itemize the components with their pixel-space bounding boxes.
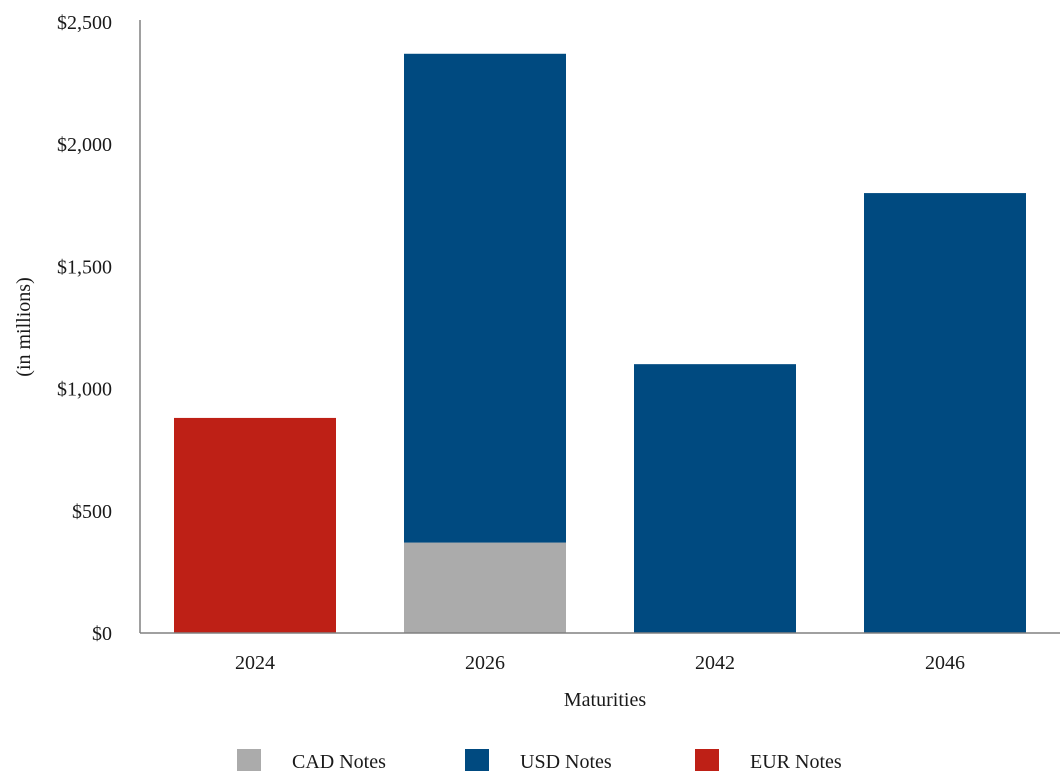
bar-eur-notes-2024 (174, 417, 336, 633)
legend-label-eur-notes: EUR Notes (750, 751, 842, 771)
y-tick-label: $500 (72, 501, 112, 523)
axes-layer (139, 20, 1060, 634)
y-tick-label: $2,000 (57, 134, 112, 156)
legend: CAD Notes USD Notes EUR Notes (237, 749, 842, 771)
y-tick-label: $1,500 (57, 256, 112, 278)
legend-label-usd-notes: USD Notes (520, 751, 612, 771)
bars-layer (174, 53, 1026, 633)
legend-swatch-cad-notes (237, 749, 261, 771)
x-axis-title: Maturities (564, 689, 646, 711)
x-tick-label: 2024 (235, 652, 275, 674)
x-tick-label: 2026 (465, 652, 505, 674)
legend-label-cad-notes: CAD Notes (292, 751, 386, 771)
x-tick-labels: 2024 2026 2042 2046 (235, 652, 965, 674)
x-tick-label: 2046 (925, 652, 965, 674)
legend-swatch-usd-notes (465, 749, 489, 771)
x-tick-label: 2042 (695, 652, 735, 674)
bar-usd-notes-2026 (404, 53, 566, 543)
y-tick-label: $2,500 (57, 12, 112, 34)
bar-cad-notes-2026 (404, 542, 566, 633)
legend-swatch-eur-notes (695, 749, 719, 771)
bar-usd-notes-2042 (634, 364, 796, 633)
bar-usd-notes-2046 (864, 193, 1026, 633)
y-tick-label: $0 (92, 623, 112, 645)
y-axis-title: (in millions) (13, 277, 35, 376)
y-tick-label: $1,000 (57, 379, 112, 401)
y-tick-labels: $0 $500 $1,000 $1,500 $2,000 $2,500 (57, 12, 112, 645)
